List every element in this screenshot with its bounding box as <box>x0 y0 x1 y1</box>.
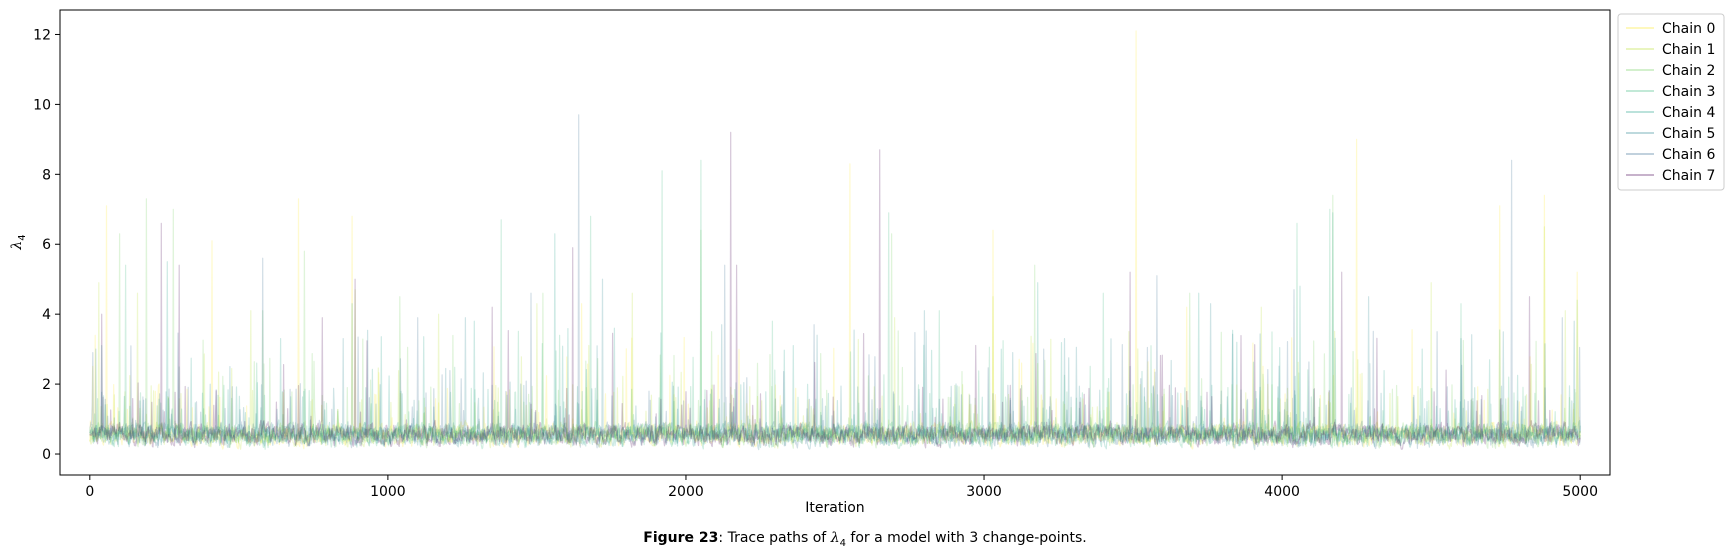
legend-entry: Chain 6 <box>1662 147 1715 163</box>
series-line-chain-3 <box>89 159 1581 450</box>
y-axis-label: λ4 <box>9 234 28 250</box>
caption-symbol: λ <box>830 530 840 546</box>
y-tick-label: 10 <box>33 97 51 113</box>
series-line-chain-2 <box>89 194 1581 449</box>
x-tick-label: 5000 <box>1562 484 1598 500</box>
series-line-chain-0 <box>89 30 1581 450</box>
plot-frame <box>59 9 1611 476</box>
y-tick-label: 8 <box>42 167 51 183</box>
legend: Chain 0 Chain 1 Chain 2 Chain 3 Chain 4 Chain… <box>1617 13 1725 191</box>
y-axis: 0 2 4 6 8 10 12 <box>33 27 60 463</box>
trace-plot: 0 1000 2000 3000 4000 5000 0 2 4 6 8 10 12 Iteratio… <box>9 9 1725 516</box>
y-tick-label: 0 <box>42 447 51 463</box>
series-line-chain-6 <box>89 114 1581 450</box>
x-tick-label: 0 <box>85 484 94 500</box>
legend-entry: Chain 5 <box>1662 126 1715 142</box>
figure-label: Figure 23 <box>643 530 719 546</box>
legend-entry: Chain 4 <box>1662 105 1715 121</box>
caption-text-after: for a model with 3 change-points. <box>845 530 1087 546</box>
legend-entry: Chain 1 <box>1662 42 1715 58</box>
y-tick-label: 6 <box>42 237 51 253</box>
x-axis-label: Iteration <box>805 500 864 516</box>
legend-entry: Chain 2 <box>1662 63 1715 79</box>
y-axis-label-symbol: λ <box>9 241 25 251</box>
caption-subscript: 4 <box>839 537 846 549</box>
figure-caption: Figure 23: Trace paths of λ4 for a model… <box>0 530 1730 549</box>
series-line-chain-5 <box>89 278 1581 451</box>
legend-box <box>1617 13 1725 191</box>
caption-text-before: : Trace paths of <box>718 530 831 546</box>
x-axis: 0 1000 2000 3000 4000 5000 <box>85 475 1598 500</box>
x-tick-label: 3000 <box>966 484 1002 500</box>
y-tick-label: 2 <box>42 377 51 393</box>
x-tick-label: 2000 <box>668 484 704 500</box>
series-line-chain-1 <box>89 226 1581 450</box>
legend-entry: Chain 7 <box>1662 168 1715 184</box>
legend-entry: Chain 3 <box>1662 84 1715 100</box>
y-tick-label: 12 <box>33 27 51 43</box>
y-tick-label: 4 <box>42 307 51 323</box>
series-line-chain-7 <box>89 131 1581 450</box>
legend-entry: Chain 0 <box>1662 21 1715 37</box>
series-layer <box>89 30 1581 451</box>
x-tick-label: 1000 <box>370 484 406 500</box>
x-tick-label: 4000 <box>1264 484 1300 500</box>
y-axis-label-subscript: 4 <box>17 234 28 240</box>
series-line-chain-4 <box>89 212 1581 450</box>
